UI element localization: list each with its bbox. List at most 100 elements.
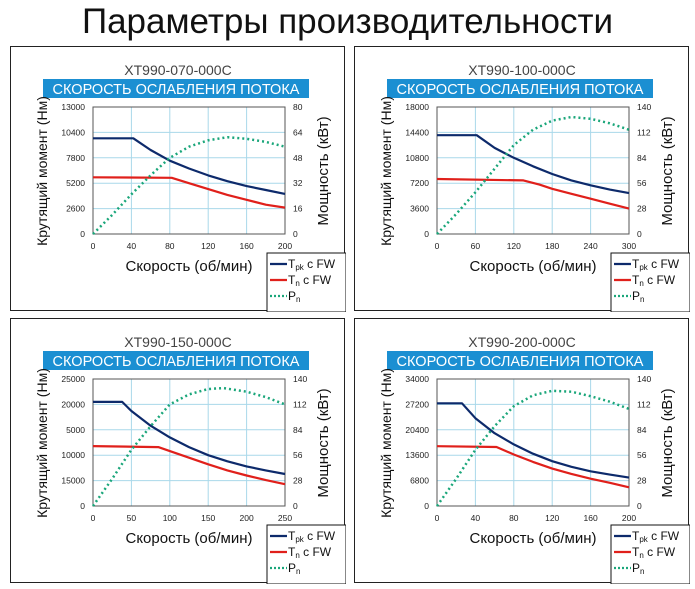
y-axis-label: Крутящий момент (Нм) [378, 96, 394, 246]
y2-tick-label: 16 [293, 204, 303, 214]
y-tick-label: 5000 [66, 425, 85, 435]
y-axis-label: Крутящий момент (Нм) [34, 368, 50, 518]
y-tick-label: 10400 [61, 127, 85, 137]
y-tick-label: 20000 [61, 399, 85, 409]
chart-svg: XT990-150-000C СКОРОСТЬ ОСЛАБЛЕНИЯ ПОТОКА… [34, 334, 346, 584]
chart-subtitle: СКОРОСТЬ ОСЛАБЛЕНИЯ ПОТОКА [397, 82, 644, 98]
x-tick-label: 120 [545, 513, 559, 523]
y2-tick-label: 0 [293, 501, 298, 511]
y2-tick-label: 56 [637, 178, 647, 188]
y2-tick-label: 80 [293, 102, 303, 112]
legend-label: Tn с FW [632, 273, 676, 288]
series-line-tpk-fw [437, 134, 630, 195]
chart-title: XT990-100-000C [468, 62, 575, 78]
y2-tick-label: 28 [637, 476, 647, 486]
legend-box [610, 252, 690, 312]
y2-tick-label: 140 [293, 374, 307, 384]
page-title: Параметры производительности [81, 2, 614, 41]
y2-tick-label: 0 [637, 501, 642, 511]
series-line-tpk-fw [93, 137, 286, 195]
x-axis-label: Скорость (об/мин) [469, 258, 596, 275]
chart-svg: XT990-100-000C СКОРОСТЬ ОСЛАБЛЕНИЯ ПОТОКА… [378, 62, 690, 312]
y2-tick-label: 112 [293, 399, 307, 409]
x-axis-label: Скорость (об/мин) [125, 258, 252, 275]
y2-tick-label: 84 [293, 425, 303, 435]
y-tick-label: 20400 [405, 425, 429, 435]
y-tick-label: 0 [80, 501, 85, 511]
x-tick-label: 80 [165, 241, 175, 251]
series-line-tn-fw [436, 177, 630, 210]
x-tick-label: 120 [201, 241, 215, 251]
y2-tick-label: 84 [637, 425, 647, 435]
subtitle-banner [43, 79, 309, 98]
series-line-pn [435, 389, 630, 507]
chart-panel-xt990-070: XT990-070-000C СКОРОСТЬ ОСЛАБЛЕНИЯ ПОТОКА… [10, 46, 346, 312]
y-tick-label: 5200 [66, 178, 85, 188]
legend-label: Tn с FW [632, 545, 676, 560]
y-tick-label: 0 [80, 229, 85, 239]
x-tick-label: 240 [584, 241, 598, 251]
y-axis-label: Крутящий момент (Нм) [34, 96, 50, 246]
x-tick-label: 40 [471, 513, 481, 523]
y-tick-label: 25000 [61, 374, 85, 384]
legend-box [610, 524, 690, 584]
y-tick-label: 14400 [405, 127, 429, 137]
y-tick-label: 13000 [61, 102, 85, 112]
chart-title: XT990-070-000C [124, 62, 231, 78]
y2-tick-label: 140 [637, 102, 651, 112]
series-line-tn-fw [92, 445, 286, 486]
x-tick-label: 0 [435, 513, 440, 523]
legend-label: Tpk с FW [288, 529, 336, 544]
legend-label: Tn с FW [288, 545, 332, 560]
y-tick-label: 7800 [66, 153, 85, 163]
y2-tick-label: 84 [637, 153, 647, 163]
legend-label: Tpk с FW [632, 529, 680, 544]
chart-panel-xt990-150: XT990-150-000C СКОРОСТЬ ОСЛАБЛЕНИЯ ПОТОКА… [10, 318, 346, 584]
y2-tick-label: 28 [637, 204, 647, 214]
plot-area-border [92, 378, 286, 507]
series-line-tn-fw [436, 445, 630, 489]
series-line-tpk-fw [93, 400, 286, 476]
x-tick-label: 200 [240, 513, 254, 523]
y2-tick-label: 0 [293, 229, 298, 239]
x-tick-label: 300 [622, 241, 636, 251]
y-tick-label: 27200 [405, 399, 429, 409]
y-tick-label: 6800 [410, 476, 429, 486]
x-tick-label: 40 [127, 241, 137, 251]
series-line-tpk-fw [437, 402, 630, 479]
chart-subtitle: СКОРОСТЬ ОСЛАБЛЕНИЯ ПОТОКА [397, 354, 644, 370]
x-tick-label: 80 [509, 513, 519, 523]
plot-area-border [92, 106, 286, 235]
chart-panel-xt990-200: XT990-200-000C СКОРОСТЬ ОСЛАБЛЕНИЯ ПОТОКА… [354, 318, 690, 584]
x-axis-label: Скорость (об/мин) [125, 530, 252, 547]
y-tick-label: 10000 [61, 450, 85, 460]
plot-area-border [436, 378, 630, 507]
legend-box [266, 252, 346, 312]
y-tick-label: 13600 [405, 450, 429, 460]
x-tick-label: 60 [471, 241, 481, 251]
x-tick-label: 0 [91, 241, 96, 251]
legend-label: Tpk с FW [632, 257, 680, 272]
chart-panel-xt990-100: XT990-100-000C СКОРОСТЬ ОСЛАБЛЕНИЯ ПОТОКА… [354, 46, 690, 312]
chart-svg: XT990-200-000C СКОРОСТЬ ОСЛАБЛЕНИЯ ПОТОКА… [378, 334, 690, 584]
chart-subtitle: СКОРОСТЬ ОСЛАБЛЕНИЯ ПОТОКА [53, 82, 300, 98]
legend-label: Pn [632, 561, 644, 576]
y2-axis-label: Мощность (кВт) [315, 116, 332, 225]
y2-tick-label: 140 [637, 374, 651, 384]
subtitle-banner [387, 351, 653, 370]
x-tick-label: 0 [91, 513, 96, 523]
legend-label: Pn [288, 561, 300, 576]
y-tick-label: 10800 [405, 153, 429, 163]
y2-tick-label: 0 [637, 229, 642, 239]
y-tick-label: 7200 [410, 178, 429, 188]
y-tick-label: 2600 [66, 204, 85, 214]
y2-tick-label: 56 [637, 450, 647, 460]
plot-area-border [436, 106, 630, 235]
y2-tick-label: 32 [293, 178, 303, 188]
y-tick-label: 0 [424, 501, 429, 511]
y-tick-label: 15000 [61, 476, 85, 486]
y-tick-label: 0 [424, 229, 429, 239]
